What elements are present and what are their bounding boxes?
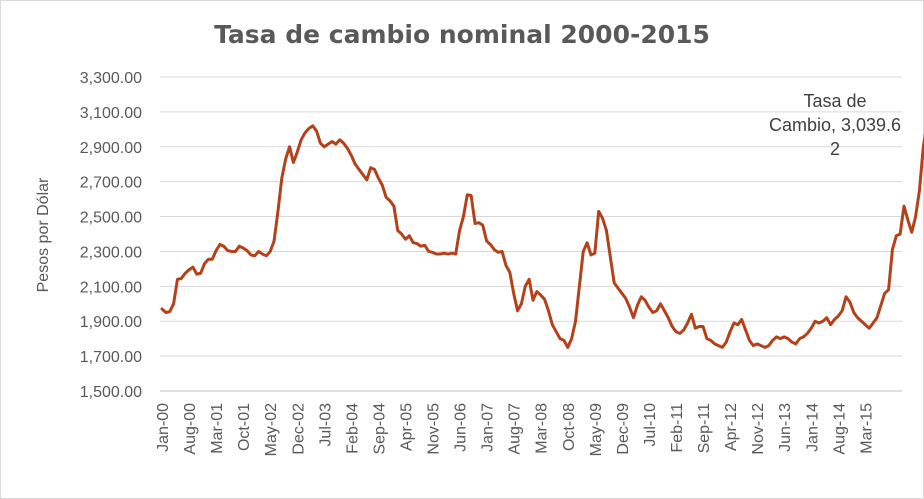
y-tick-label: 2,700.00 (80, 175, 142, 192)
series-line-tasa-de-cambio (160, 124, 924, 349)
x-tick-label: Aug-07 (507, 403, 524, 455)
x-tick-label: May-09 (588, 403, 605, 456)
x-tick-label: Oct-08 (561, 403, 578, 451)
x-axis-tick-labels: Jan-00 Aug-00 Mar-01 Oct-01 May-02 Dec-02 Jul-… (155, 403, 875, 456)
chart-title: Tasa de cambio nominal 2000-2015 (214, 20, 710, 49)
y-axis-tick-labels: 1,500.00 1,700.00 1,900.00 2,100.00 2,300.00… (80, 70, 142, 401)
x-tick-label: Jun-13 (777, 403, 794, 452)
x-tick-label: Feb-11 (669, 403, 686, 453)
x-tick-label: Mar-01 (209, 403, 226, 454)
x-tick-label: Nov-12 (750, 403, 767, 455)
y-tick-label: 2,900.00 (80, 140, 142, 157)
x-tick-label: Jan-07 (480, 403, 497, 452)
y-tick-label: 1,700.00 (80, 349, 142, 366)
y-tick-label: 1,500.00 (80, 384, 142, 401)
x-tick-label: Feb-04 (344, 403, 361, 454)
y-tick-label: 2,500.00 (80, 210, 142, 227)
data-label-annotation: Tasa de Cambio, 3,039.6 2 (768, 91, 902, 159)
x-tick-label: Oct-01 (236, 403, 253, 451)
y-axis-label: Pesos por Dólar (35, 177, 52, 292)
x-tick-label: Jul-10 (642, 403, 659, 447)
y-tick-label: 2,100.00 (80, 279, 142, 296)
x-tick-label: Mar-08 (534, 403, 551, 454)
x-tick-label: May-02 (263, 403, 280, 456)
x-tick-label: Nov-05 (426, 403, 443, 455)
x-tick-label: Sep-11 (696, 403, 713, 454)
x-tick-label: Apr-12 (723, 403, 740, 451)
x-tick-label: Mar-15 (858, 403, 875, 454)
y-tick-label: 1,900.00 (80, 314, 142, 331)
x-tick-label: Aug-14 (831, 403, 848, 455)
x-tick-label: Dec-02 (290, 403, 307, 455)
x-tick-label: Aug-00 (182, 403, 199, 455)
x-tick-label: Jan-14 (804, 403, 821, 452)
y-tick-label: 3,300.00 (80, 70, 142, 87)
y-tick-label: 2,300.00 (80, 244, 142, 261)
x-tick-label: Jan-00 (155, 403, 172, 452)
x-tick-label: Jun-06 (453, 403, 470, 452)
x-tick-label: Jul-03 (317, 403, 334, 447)
x-tick-label: Dec-09 (615, 403, 632, 455)
y-tick-label: 3,100.00 (80, 105, 142, 122)
x-tick-label: Sep-04 (371, 403, 388, 455)
x-tick-label: Apr-05 (398, 403, 415, 451)
